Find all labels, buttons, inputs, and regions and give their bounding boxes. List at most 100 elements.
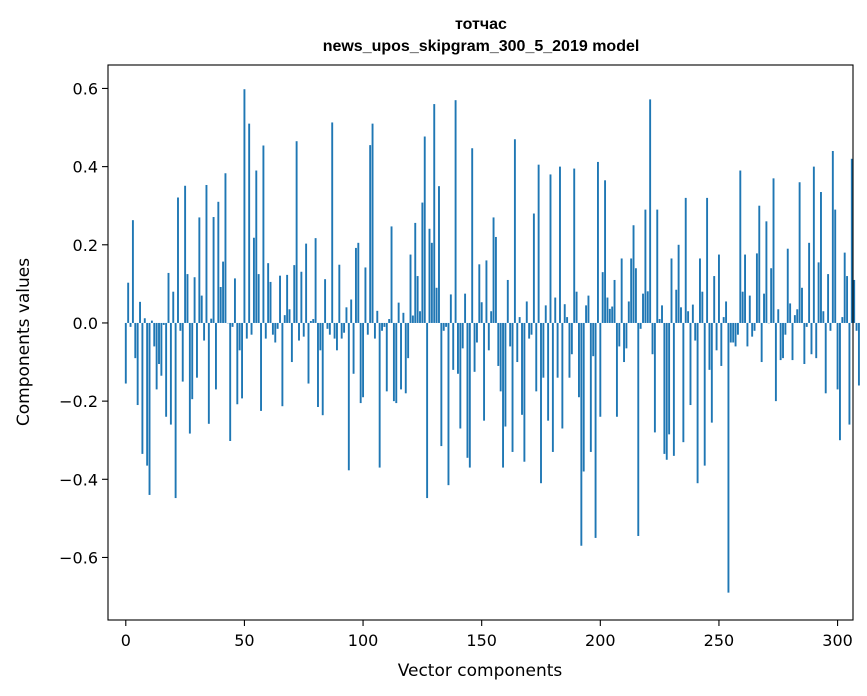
bar-component-52	[248, 123, 251, 323]
bar-component-27	[188, 322, 191, 434]
bar-component-173	[535, 322, 538, 392]
bar-component-83	[321, 322, 324, 416]
bar-component-174	[537, 164, 540, 323]
bar-component-287	[805, 322, 808, 327]
bar-component-206	[613, 279, 616, 323]
x-axis-label: Vector components	[398, 661, 563, 681]
bar-component-118	[404, 322, 407, 394]
bar-component-195	[587, 295, 590, 323]
bar-component-307	[853, 279, 856, 323]
bar-component-12	[153, 322, 156, 347]
bar-component-155	[492, 217, 495, 323]
bar-component-178	[547, 322, 550, 421]
y-tick-label: 0.0	[73, 314, 98, 333]
bar-component-177	[544, 305, 547, 323]
bar-component-248	[713, 276, 716, 323]
y-tick-label: 0.6	[73, 79, 98, 98]
bar-component-50	[243, 89, 246, 323]
bar-component-60	[267, 263, 270, 323]
y-tick-label: −0.4	[59, 470, 98, 489]
bar-component-16	[162, 322, 165, 325]
y-tick-label: 0.4	[73, 158, 98, 177]
bar-component-237	[687, 311, 690, 323]
bar-component-181	[554, 297, 557, 323]
bar-component-140	[457, 322, 459, 374]
bar-component-131	[435, 287, 438, 323]
x-tick-label: 200	[585, 631, 616, 650]
y-tick-label: −0.6	[59, 548, 98, 567]
bar-component-217	[639, 322, 642, 329]
bar-component-167	[521, 322, 523, 415]
bar-component-93	[345, 307, 348, 323]
bar-component-301	[839, 322, 841, 441]
bar-component-207	[615, 322, 618, 417]
bar-component-45	[231, 322, 234, 327]
bar-component-160	[504, 322, 507, 427]
bar-component-5	[136, 322, 139, 406]
bar-component-13	[155, 322, 158, 390]
bar-component-46	[233, 278, 236, 323]
bar-component-190	[575, 291, 578, 323]
bar-component-189	[573, 168, 576, 323]
bar-component-95	[350, 299, 353, 323]
x-tick-label: 100	[348, 631, 379, 650]
bar-component-135	[445, 322, 448, 327]
bar-component-120	[409, 254, 412, 323]
bar-component-251	[720, 322, 723, 366]
bar-component-245	[706, 197, 709, 323]
x-tick-label: 150	[466, 631, 497, 650]
bar-component-300	[836, 322, 839, 390]
bar-component-270	[765, 221, 768, 323]
bar-component-162	[509, 322, 512, 347]
bar-component-23	[179, 322, 182, 331]
bar-component-184	[561, 322, 564, 429]
bar-component-278	[784, 322, 787, 335]
bar-component-163	[511, 322, 514, 452]
bar-component-69	[288, 309, 291, 323]
bar-component-183	[559, 166, 561, 323]
bar-component-294	[822, 311, 825, 323]
bar-component-139	[454, 100, 457, 323]
bar-component-136	[447, 322, 450, 486]
bar-component-262	[746, 322, 749, 347]
bar-component-106	[376, 310, 379, 323]
bar-component-156	[494, 236, 497, 323]
plot-frame	[107, 64, 854, 621]
bar-component-110	[385, 322, 388, 392]
bar-component-28	[191, 322, 194, 400]
bar-component-112	[390, 226, 393, 323]
bar-component-129	[430, 242, 433, 323]
bar-component-54	[252, 237, 255, 323]
bar-component-230	[670, 258, 673, 323]
bar-component-51	[245, 322, 248, 339]
bar-component-32	[200, 295, 203, 323]
bar-component-102	[366, 322, 369, 335]
bar-component-6	[139, 301, 141, 323]
bar-component-73	[298, 322, 300, 341]
bar-component-298	[831, 150, 834, 323]
bar-component-170	[528, 322, 531, 339]
bar-component-53	[250, 322, 253, 335]
bar-component-234	[680, 307, 682, 323]
bar-component-87	[331, 122, 334, 323]
bar-component-88	[333, 322, 336, 339]
bar-component-137	[449, 294, 452, 323]
bar-component-90	[338, 264, 341, 323]
bar-component-58	[262, 145, 265, 323]
bar-component-33	[203, 322, 206, 341]
bar-component-282	[793, 315, 796, 323]
bar-component-276	[779, 322, 782, 361]
bar-component-258	[736, 322, 739, 335]
bar-component-185	[563, 304, 566, 323]
bar-component-123	[416, 276, 419, 323]
bar-component-229	[668, 322, 671, 435]
bar-component-37	[212, 217, 215, 323]
bar-component-111	[388, 319, 391, 323]
bar-component-284	[798, 182, 801, 323]
bar-component-232	[675, 289, 678, 323]
bar-component-309	[857, 322, 860, 386]
bar-component-267	[758, 205, 761, 323]
bar-component-8	[143, 318, 146, 323]
bar-component-242	[699, 258, 701, 323]
bar-component-168	[523, 322, 526, 462]
